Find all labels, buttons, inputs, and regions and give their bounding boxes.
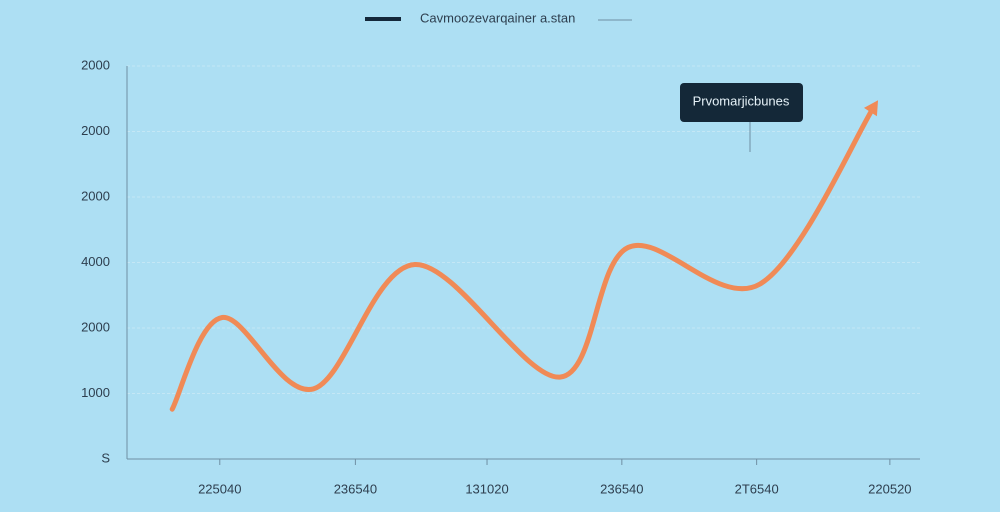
- arrow-head: [863, 100, 879, 117]
- series-line: [169, 102, 878, 412]
- x-tick-label: 236540: [334, 481, 377, 496]
- legend-label: Cavmoozevarqainer a.stan: [420, 10, 575, 25]
- x-tick-label: 236540: [600, 481, 643, 496]
- x-tick-label: 2T6540: [735, 481, 779, 496]
- annotation-text: Prvomarjicbunes: [693, 93, 790, 108]
- x-tick-label: 225040: [198, 481, 241, 496]
- x-tick-label: 220520: [868, 481, 911, 496]
- y-tick-label: 2000: [81, 123, 110, 138]
- y-tick-label: 2000: [81, 57, 110, 72]
- x-tick-label: 131020: [465, 481, 508, 496]
- y-tick-label: 4000: [81, 254, 110, 269]
- annotation-box: [680, 83, 803, 122]
- y-tick-label: 2000: [81, 188, 110, 203]
- y-tick-label: 1000: [81, 385, 110, 400]
- y-tick-label: S: [101, 450, 110, 465]
- y-tick-label: 2000: [81, 319, 110, 334]
